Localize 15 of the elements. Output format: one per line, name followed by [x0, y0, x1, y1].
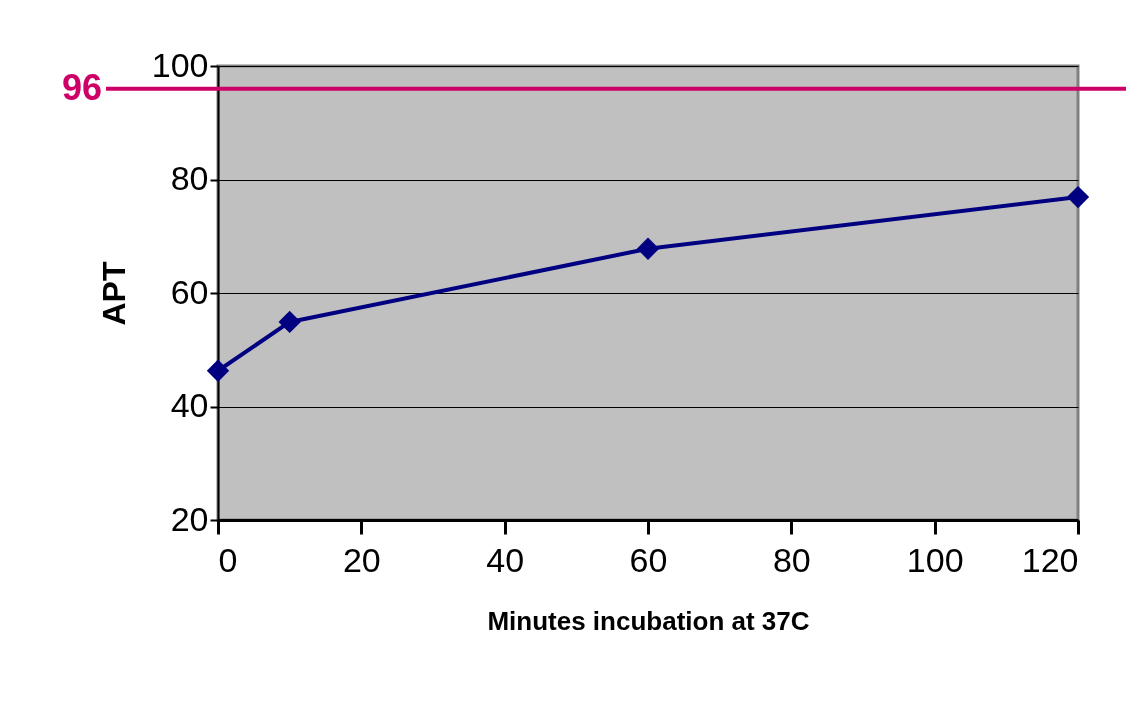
x-tick-label: 40	[486, 540, 525, 579]
x-tick-label: 100	[906, 540, 964, 579]
x-tick-label: 20	[342, 540, 381, 579]
y-tick-label: 20	[170, 499, 209, 538]
y-tick-label: 80	[170, 159, 209, 197]
y-axis-title: APT	[95, 261, 132, 326]
x-tick-label: 0	[218, 540, 238, 579]
x-axis-title: Minutes incubation at 37C	[487, 605, 810, 636]
x-tick-label: 120	[1021, 540, 1079, 579]
ref-line-label: 96	[61, 66, 102, 108]
y-tick-label: 100	[151, 45, 209, 84]
y-tick-label: 40	[170, 386, 209, 424]
y-tick-label: 60	[170, 272, 209, 311]
x-tick-label: 60	[629, 540, 668, 579]
x-tick-label: 80	[772, 540, 811, 579]
